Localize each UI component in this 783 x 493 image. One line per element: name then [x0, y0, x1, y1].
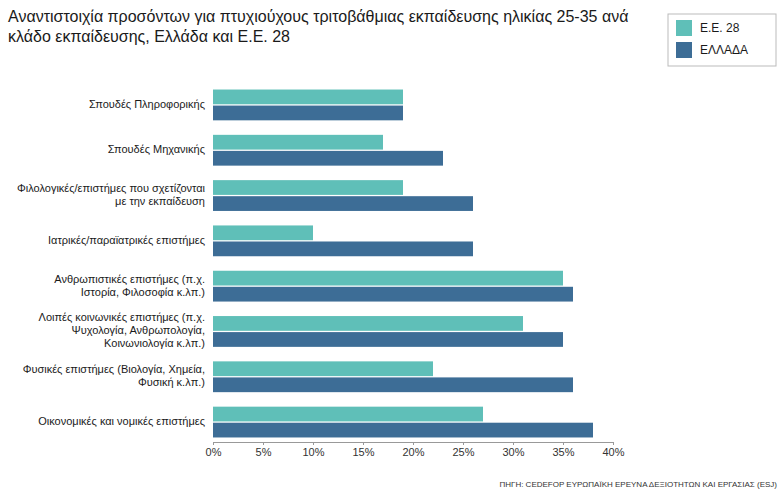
- bar: [213, 225, 313, 240]
- category-label: Λοιπές κοινωνικές επιστήμες (π.χ.Ψυχολογ…: [39, 311, 205, 349]
- tick-mark: [513, 442, 514, 445]
- tick: Φυσικές επιστήμες (Βιολογία, Χημεία,Φυσι…: [23, 363, 205, 388]
- bar: [213, 287, 573, 302]
- text-line: Φιλολογικές/επιστήμες που σχετίζονται: [17, 182, 206, 194]
- text-line: Κοινωνιολογία κ.λπ.): [104, 337, 205, 349]
- tick: 30%: [502, 442, 524, 458]
- tick-mark: [363, 442, 364, 445]
- bar: [213, 361, 433, 376]
- bar: [213, 241, 473, 256]
- tick-mark: [463, 442, 464, 445]
- tick-label: 0%: [206, 446, 222, 458]
- category-label: Οικονομικές και νομικές επιστήμες: [38, 415, 205, 427]
- category-label: Φιλολογικές/επιστήμες που σχετίζονταιμε …: [17, 182, 206, 207]
- text-line: Ανθρωπιστικές επιστήμες (π.χ.: [54, 273, 205, 285]
- tick: Σπουδές Μηχανικής: [108, 143, 205, 155]
- tick-label: 10%: [302, 446, 324, 458]
- category-label: Φυσικές επιστήμες (Βιολογία, Χημεία,Φυσι…: [23, 363, 205, 388]
- bar: [213, 106, 403, 121]
- text-line: Φυσικές επιστήμες (Βιολογία, Χημεία,: [23, 363, 205, 375]
- tick-mark: [563, 442, 564, 445]
- tick-mark: [213, 442, 214, 445]
- bar: [213, 332, 563, 347]
- source: ΠΗΓΗ: CEDEFOP ΕΥΡΩΠΑΪΚΗ ΕΡΕΥΝΑ ΔΕΞΙΟΤΗΤΩ…: [499, 480, 777, 489]
- text-line: Αναντιστοιχία προσόντων για πτυχιούχους …: [8, 8, 628, 25]
- tick-label: 15%: [352, 446, 374, 458]
- tick-mark: [613, 442, 614, 445]
- category-label: Ανθρωπιστικές επιστήμες (π.χ.Ιστορία, Φι…: [54, 273, 205, 298]
- category-label: Σπουδές Πληροφορικής: [89, 98, 205, 110]
- legend: Ε.Ε. 28 ΕΛΛΑΔΑ: [668, 14, 776, 66]
- tick-label: 40%: [602, 446, 624, 458]
- bar: [213, 271, 563, 286]
- tick: Ανθρωπιστικές επιστήμες (π.χ.Ιστορία, Φι…: [54, 273, 205, 298]
- category-label: Ιατρικές/παραϊατρικές επιστήμες: [48, 234, 205, 246]
- bar: [213, 316, 523, 331]
- tick: 0%: [206, 442, 222, 458]
- text-line: Ιατρικές/παραϊατρικές επιστήμες: [48, 234, 205, 246]
- tick-label: 5%: [256, 446, 272, 458]
- bar: [213, 180, 403, 195]
- bar: [213, 423, 593, 438]
- text-line: Οικονομικές και νομικές επιστήμες: [38, 415, 205, 427]
- tick: 10%: [302, 442, 324, 458]
- text-line: Σπουδές Μηχανικής: [108, 143, 205, 155]
- bar: [213, 90, 403, 105]
- tick: 20%: [402, 442, 424, 458]
- tick-mark: [263, 442, 264, 445]
- bar: [213, 151, 443, 166]
- legend-label: ΕΛΛΑΔΑ: [700, 43, 748, 57]
- tick-label: 30%: [502, 446, 524, 458]
- legend-frame: [668, 14, 776, 66]
- tick-label: 25%: [452, 446, 474, 458]
- legend-swatch: [676, 42, 692, 58]
- tick: Σπουδές Πληροφορικής: [89, 98, 205, 110]
- chart: Αναντιστοιχία προσόντων για πτυχιούχους …: [0, 0, 783, 493]
- tick: 35%: [552, 442, 574, 458]
- tick: Φιλολογικές/επιστήμες που σχετίζονταιμε …: [17, 182, 206, 207]
- text-line: Λοιπές κοινωνικές επιστήμες (π.χ.: [39, 311, 205, 323]
- bar: [213, 407, 483, 422]
- tick: 25%: [452, 442, 474, 458]
- bar: [213, 377, 573, 392]
- bars: [213, 90, 593, 438]
- text-line: Σπουδές Πληροφορικής: [89, 98, 205, 110]
- tick: Λοιπές κοινωνικές επιστήμες (π.χ.Ψυχολογ…: [39, 311, 205, 349]
- tick-mark: [413, 442, 414, 445]
- tick: 5%: [256, 442, 272, 458]
- text-line: Ψυχολογία, Ανθρωπολογία,: [72, 324, 205, 336]
- category-label: Σπουδές Μηχανικής: [108, 143, 205, 155]
- tick-label: 20%: [402, 446, 424, 458]
- text-line: Ιστορία, Φιλοσοφία κ.λπ.): [81, 286, 205, 298]
- tick-mark: [313, 442, 314, 445]
- tick: Ιατρικές/παραϊατρικές επιστήμες: [48, 234, 205, 246]
- tick: 40%: [602, 442, 624, 458]
- y-axis: Σπουδές Πληροφορικής Σπουδές Μηχανικής Φιλ…: [17, 98, 206, 427]
- tick: Οικονομικές και νομικές επιστήμες: [38, 415, 205, 427]
- text-line: Φυσική κ.λπ.): [138, 376, 205, 388]
- title: Αναντιστοιχία προσόντων για πτυχιούχους …: [8, 8, 628, 45]
- text-line: με την εκπαίδευση: [115, 195, 205, 207]
- bar: [213, 135, 383, 150]
- tick-label: 35%: [552, 446, 574, 458]
- bar: [213, 196, 473, 211]
- x-axis: 0% 5% 10% 15% 20% 25% 30% 35% 40%: [206, 442, 625, 458]
- legend-swatch: [676, 20, 692, 36]
- text-line: κλάδο εκπαίδευσης, Ελλάδα και Ε.Ε. 28: [8, 28, 290, 45]
- legend-label: Ε.Ε. 28: [700, 21, 740, 35]
- tick: 15%: [352, 442, 374, 458]
